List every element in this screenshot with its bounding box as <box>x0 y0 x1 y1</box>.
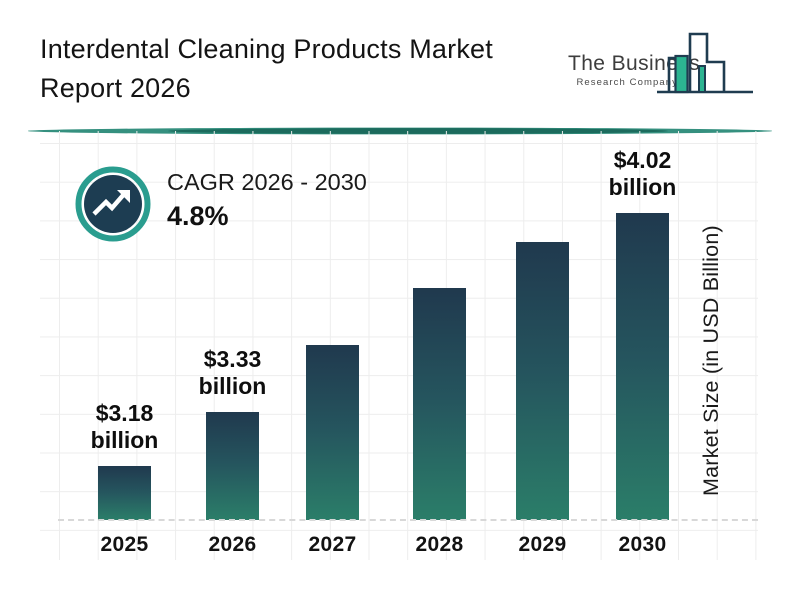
bar-2030 <box>616 213 669 520</box>
bar-2025 <box>98 466 151 520</box>
value-label-2025: $3.18 billion <box>90 400 159 453</box>
logo-subtitle: Research Company <box>576 77 678 88</box>
bar-2029 <box>516 242 569 520</box>
logo-name: The Business <box>568 52 701 75</box>
cagr-value: 4.8% <box>167 201 229 231</box>
x-tick-2026: 2026 <box>208 533 257 556</box>
cagr-label: CAGR 2026 - 2030 <box>167 169 367 195</box>
trending-up-icon <box>75 166 151 242</box>
page-title: Interdental Cleaning Products Market Rep… <box>40 34 493 103</box>
cagr-badge: CAGR 2026 - 2030 4.8% <box>75 166 367 242</box>
company-logo: The Business Research Company <box>560 28 770 100</box>
x-tick-2025: 2025 <box>100 533 149 556</box>
bar-2028 <box>413 288 466 520</box>
x-tick-2029: 2029 <box>518 533 567 556</box>
y-axis-title: Market Size (in USD Billion) <box>699 225 723 497</box>
bar-2027 <box>306 345 359 520</box>
cagr-text: CAGR 2026 - 2030 4.8% <box>167 166 367 232</box>
x-tick-2028: 2028 <box>415 533 464 556</box>
value-label-2030: $4.02 billion <box>608 147 677 200</box>
logo-text: The Business Research Company <box>568 52 701 88</box>
x-tick-2027: 2027 <box>308 533 357 556</box>
value-label-2026: $3.33 billion <box>198 346 267 399</box>
bar-2026 <box>206 412 259 520</box>
x-tick-2030: 2030 <box>618 533 667 556</box>
x-axis-baseline <box>58 519 758 521</box>
logo-bars-icon <box>657 32 753 94</box>
